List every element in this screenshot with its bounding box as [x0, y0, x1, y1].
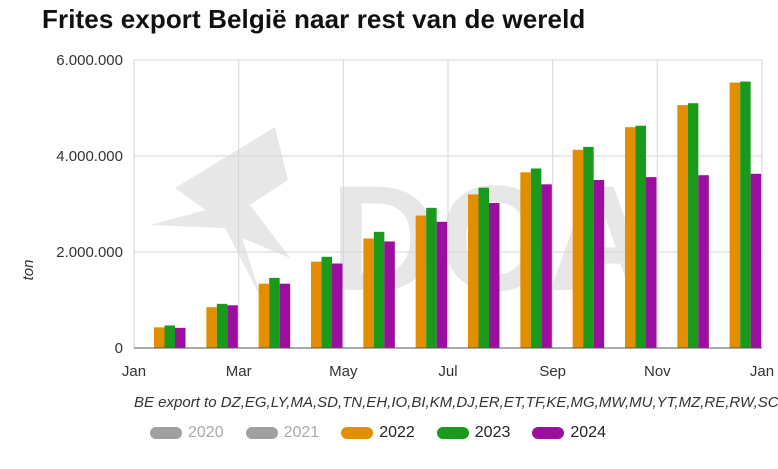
bar-2024-oct[interactable] [646, 177, 657, 348]
legend-item-2023[interactable]: 2023 [436, 424, 511, 442]
legend-swatch [532, 427, 565, 439]
bar-2024-may[interactable] [384, 241, 395, 348]
bar-2022-feb[interactable] [206, 307, 217, 348]
bar-2022-dec[interactable] [729, 82, 741, 348]
bar-2024-nov[interactable] [698, 175, 709, 348]
legend-swatch [245, 427, 278, 439]
legend-swatch [436, 427, 469, 439]
chart-title: Frites export België naar rest van de we… [42, 4, 586, 34]
bar-2022-may[interactable] [363, 238, 374, 348]
legend: 2020 2021 2022 2023 2024 [150, 424, 628, 442]
y-tick-label: 4.000.000 [56, 148, 123, 165]
bar-2023-mar[interactable] [269, 277, 280, 348]
bar-2023-sep[interactable] [583, 146, 594, 348]
bar-2024-sep[interactable] [593, 180, 605, 348]
bar-2024-jan[interactable] [175, 327, 186, 348]
legend-item-2024[interactable]: 2024 [532, 424, 606, 442]
x-tick-label: Nov [644, 363, 671, 380]
bar-2024-feb[interactable] [227, 305, 238, 348]
bar-2024-apr[interactable] [332, 263, 343, 348]
bar-2022-jan[interactable] [154, 327, 165, 348]
legend-swatch [150, 427, 182, 439]
y-axis-label: ton [20, 260, 37, 281]
legend-swatch [341, 427, 374, 439]
bar-2024-aug[interactable] [541, 184, 552, 348]
bar-2022-oct[interactable] [625, 127, 636, 348]
legend-item-2020[interactable]: 2020 [150, 424, 224, 442]
x-axis-label: BE export to DZ,EG,LY,MA,SD,TN,EH,IO,BI,… [134, 394, 778, 411]
y-tick-label: 2.000.000 [56, 244, 123, 261]
bar-2024-dec[interactable] [750, 173, 762, 348]
bar-2023-dec[interactable] [740, 81, 751, 348]
bar-2024-mar[interactable] [279, 283, 291, 348]
x-tick-label: Mar [226, 363, 252, 380]
bar-2023-jul[interactable] [478, 187, 490, 348]
bar-2022-mar[interactable] [258, 283, 270, 348]
y-tick-label: 0 [115, 340, 123, 357]
bar-2024-jun[interactable] [436, 221, 448, 348]
legend-item-2022[interactable]: 2022 [341, 424, 415, 442]
y-tick-label: 6.000.000 [56, 52, 123, 69]
bar-2022-apr[interactable] [311, 261, 322, 348]
bar-2022-jun[interactable] [415, 215, 427, 348]
bar-2022-nov[interactable] [677, 105, 688, 349]
x-tick-label: Jul [438, 363, 457, 380]
legend-item-2021[interactable]: 2021 [245, 424, 320, 442]
legend-label: 2022 [379, 424, 415, 441]
x-tick-label: Jan [122, 363, 146, 380]
bar-2022-aug[interactable] [520, 172, 531, 348]
bar-2023-nov[interactable] [687, 103, 699, 348]
legend-label: 2021 [283, 424, 320, 441]
bar-2022-jul[interactable] [468, 194, 479, 348]
bar-2023-oct[interactable] [635, 125, 647, 348]
bar-2023-may[interactable] [373, 231, 385, 348]
bar-2023-jun[interactable] [426, 207, 437, 348]
x-tick-label: Sep [539, 363, 566, 380]
bar-2022-sep[interactable] [572, 149, 584, 348]
legend-label: 2020 [188, 424, 224, 441]
bar-2023-jan[interactable] [164, 325, 176, 348]
legend-label: 2024 [570, 424, 606, 441]
bar-2024-jul[interactable] [489, 203, 500, 348]
x-tick-label: May [329, 363, 358, 380]
bar-2023-feb[interactable] [216, 303, 228, 348]
bar-2023-aug[interactable] [530, 168, 542, 348]
x-tick-label: Jan [750, 363, 774, 380]
bar-2023-apr[interactable] [321, 256, 333, 348]
legend-label: 2023 [474, 424, 511, 441]
